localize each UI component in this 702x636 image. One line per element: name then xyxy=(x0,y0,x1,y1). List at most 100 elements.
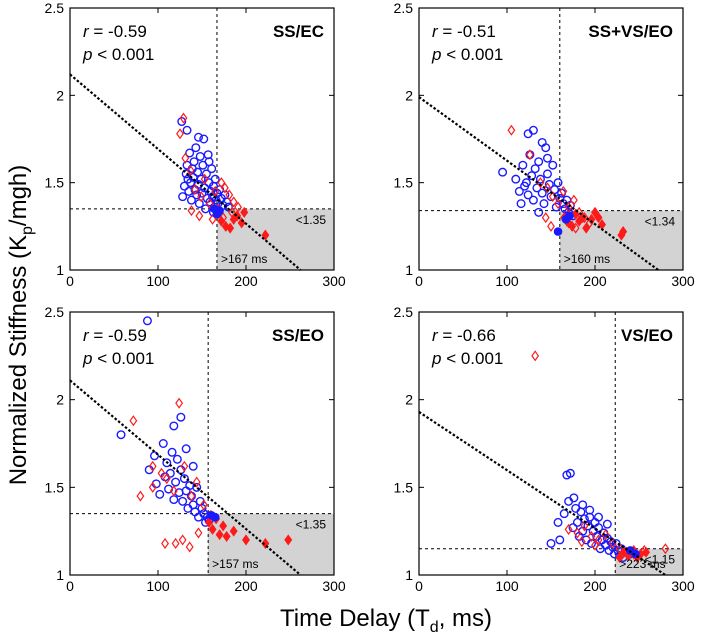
data-point xyxy=(568,523,578,533)
data-point xyxy=(178,192,188,202)
panel-ss-ec: 0 100 200 300 1 1.5 2 2.5 r = -0.59 p < 0.001 SS/E… xyxy=(45,0,346,289)
y-tick-label: 1 xyxy=(56,567,64,583)
data-point xyxy=(162,458,172,468)
data-point xyxy=(591,539,599,551)
data-point xyxy=(176,412,186,422)
data-point xyxy=(201,204,211,214)
x-tick-label: 300 xyxy=(671,273,695,289)
data-point xyxy=(200,173,209,185)
data-point xyxy=(171,537,180,549)
data-point xyxy=(157,467,166,479)
data-point xyxy=(511,174,521,184)
data-point xyxy=(586,538,596,548)
data-point xyxy=(546,538,556,548)
data-point xyxy=(193,132,203,142)
x-tick-label: 0 xyxy=(415,578,423,594)
y-tick-label: 1.5 xyxy=(45,175,65,191)
regression-line xyxy=(69,379,302,576)
data-point xyxy=(197,191,206,203)
data-point xyxy=(619,226,628,238)
data-point xyxy=(223,202,233,212)
data-point xyxy=(182,125,192,135)
data-point xyxy=(219,520,228,532)
data-point xyxy=(180,460,189,472)
y-tick-label: 1.5 xyxy=(394,175,414,191)
data-point xyxy=(536,177,545,189)
data-point xyxy=(569,194,578,206)
data-point xyxy=(602,519,612,529)
x-tick-label: 100 xyxy=(146,578,170,594)
data-point xyxy=(175,397,184,409)
data-point xyxy=(516,199,526,209)
data-point xyxy=(229,525,238,537)
data-point xyxy=(523,190,533,200)
data-point xyxy=(181,152,190,164)
data-point xyxy=(179,112,188,124)
panel-ss-vs-eo: 0 100 200 300 1 1.5 2 2.5 r = -0.51 p < 0.001 SS+V… xyxy=(394,0,695,289)
data-point xyxy=(185,541,194,553)
series-blue-circles xyxy=(177,117,233,217)
y-tick-label: 2 xyxy=(405,87,413,103)
data-point xyxy=(544,179,554,189)
data-point xyxy=(189,157,199,167)
data-point xyxy=(554,198,562,210)
data-point xyxy=(211,185,220,197)
data-point xyxy=(528,195,538,205)
data-point xyxy=(541,212,550,224)
data-point xyxy=(187,205,196,217)
x-tick-label: 200 xyxy=(234,273,258,289)
x-tick-label: 100 xyxy=(146,273,170,289)
data-point xyxy=(537,137,547,147)
x-tick-label: 100 xyxy=(495,273,519,289)
data-point xyxy=(594,212,603,224)
data-point xyxy=(186,164,195,176)
data-point xyxy=(226,222,235,234)
data-point xyxy=(539,199,549,209)
data-point xyxy=(525,149,534,161)
threshold-y-label: <1.34 xyxy=(645,215,676,229)
data-point xyxy=(199,499,208,511)
data-point xyxy=(172,454,182,464)
data-point xyxy=(205,516,214,528)
data-point xyxy=(171,477,181,487)
data-point xyxy=(196,174,206,184)
threshold-y-label: <1.15 xyxy=(645,553,676,567)
data-point xyxy=(169,495,179,505)
data-point xyxy=(215,529,224,541)
r-statistic: r = -0.59 xyxy=(83,22,147,41)
data-point xyxy=(528,125,538,135)
data-point xyxy=(550,185,560,195)
y-tick-label: 2 xyxy=(405,392,413,408)
data-point xyxy=(210,512,220,522)
data-point xyxy=(572,517,582,527)
threshold-y-label: <1.35 xyxy=(296,213,327,227)
x-tick-label: 0 xyxy=(66,273,74,289)
x-axis-title: Time Delay (Td, ms) xyxy=(280,605,492,636)
regression-line xyxy=(69,73,302,271)
series-blue-circles xyxy=(498,125,578,221)
p-statistic: p < 0.001 xyxy=(431,45,503,64)
data-point xyxy=(197,503,207,513)
data-point xyxy=(161,537,169,549)
data-point xyxy=(155,489,165,499)
data-point xyxy=(548,160,558,170)
r-statistic: r = -0.51 xyxy=(432,22,496,41)
data-point xyxy=(594,512,604,522)
data-point xyxy=(553,517,563,527)
data-point xyxy=(185,148,195,158)
data-point xyxy=(542,169,552,179)
data-point xyxy=(136,490,145,502)
y-tick-label: 1.5 xyxy=(45,479,65,495)
data-point xyxy=(547,220,555,232)
threshold-x-label: >167 ms xyxy=(221,252,267,266)
y-tick-label: 2 xyxy=(56,87,64,103)
data-point xyxy=(587,530,596,542)
data-point xyxy=(217,177,226,189)
p-statistic: p < 0.001 xyxy=(82,349,154,368)
data-point xyxy=(195,151,205,161)
data-point xyxy=(587,213,596,225)
series-red-open-diamonds xyxy=(531,350,670,560)
x-tick-label: 0 xyxy=(66,578,74,594)
condition-title: VS/EO xyxy=(621,326,673,345)
data-point xyxy=(181,444,191,454)
